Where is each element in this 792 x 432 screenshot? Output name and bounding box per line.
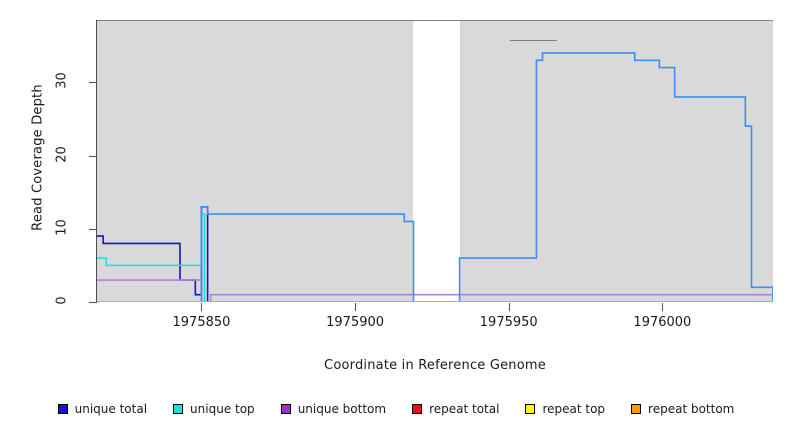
y-tick-label: 30 [54,72,70,90]
x-tick-label: 1975950 [479,315,538,330]
legend-item[interactable]: repeat total [412,402,499,416]
x-tick-label: 1975900 [326,315,385,330]
x-tick-mark [355,303,357,311]
legend-swatch-icon [173,404,184,414]
legend-swatch-icon [412,404,423,414]
series-line-repeat-total [97,52,773,302]
legend-label: repeat top [542,402,606,416]
y-tick-label: 10 [54,218,70,236]
y-tick-mark [89,82,96,84]
x-tick-label: 1976000 [633,315,692,330]
legend-item[interactable]: repeat top [525,402,605,416]
y-axis-title: Read Coverage Depth [30,84,46,231]
legend-item[interactable]: repeat bottom [631,402,734,416]
legend-label: unique total [74,402,148,416]
series-line-unique-total [97,205,773,302]
series-line-unique-top [97,213,773,302]
x-tick-mark [662,303,664,311]
y-tick-mark [89,228,96,230]
coverage-gap-region [413,21,460,302]
x-tick-label: 1975850 [172,315,231,330]
legend-item[interactable]: unique bottom [280,402,387,416]
y-tick-label: 20 [54,145,70,163]
legend-item[interactable]: unique top [173,402,255,416]
legend-label: repeat bottom [648,402,735,416]
coverage-lines [97,52,773,302]
legend-label: unique bottom [297,402,387,416]
y-tick-mark [89,155,96,157]
x-tick-mark [201,303,203,311]
legend-swatch-icon [280,404,291,414]
legend-swatch-icon [57,404,68,414]
chart-legend: unique total unique top unique bottom repea… [0,398,792,420]
legend-swatch-icon [631,404,642,414]
y-tick-mark [89,302,96,303]
x-axis-title: Coordinate in Reference Genome [324,358,546,373]
plot-area [97,20,773,302]
coverage-gap-top-border [510,40,557,41]
y-axis-line [96,20,97,303]
y-tick-label: 0 [54,296,70,305]
legend-label: repeat total [429,402,500,416]
legend-label: unique top [190,402,255,416]
legend-swatch-icon [525,404,536,414]
series-line-unique-bottom [97,279,773,302]
x-tick-mark [508,303,510,311]
legend-item[interactable]: unique total [57,402,148,416]
panel-top-border [97,20,773,21]
